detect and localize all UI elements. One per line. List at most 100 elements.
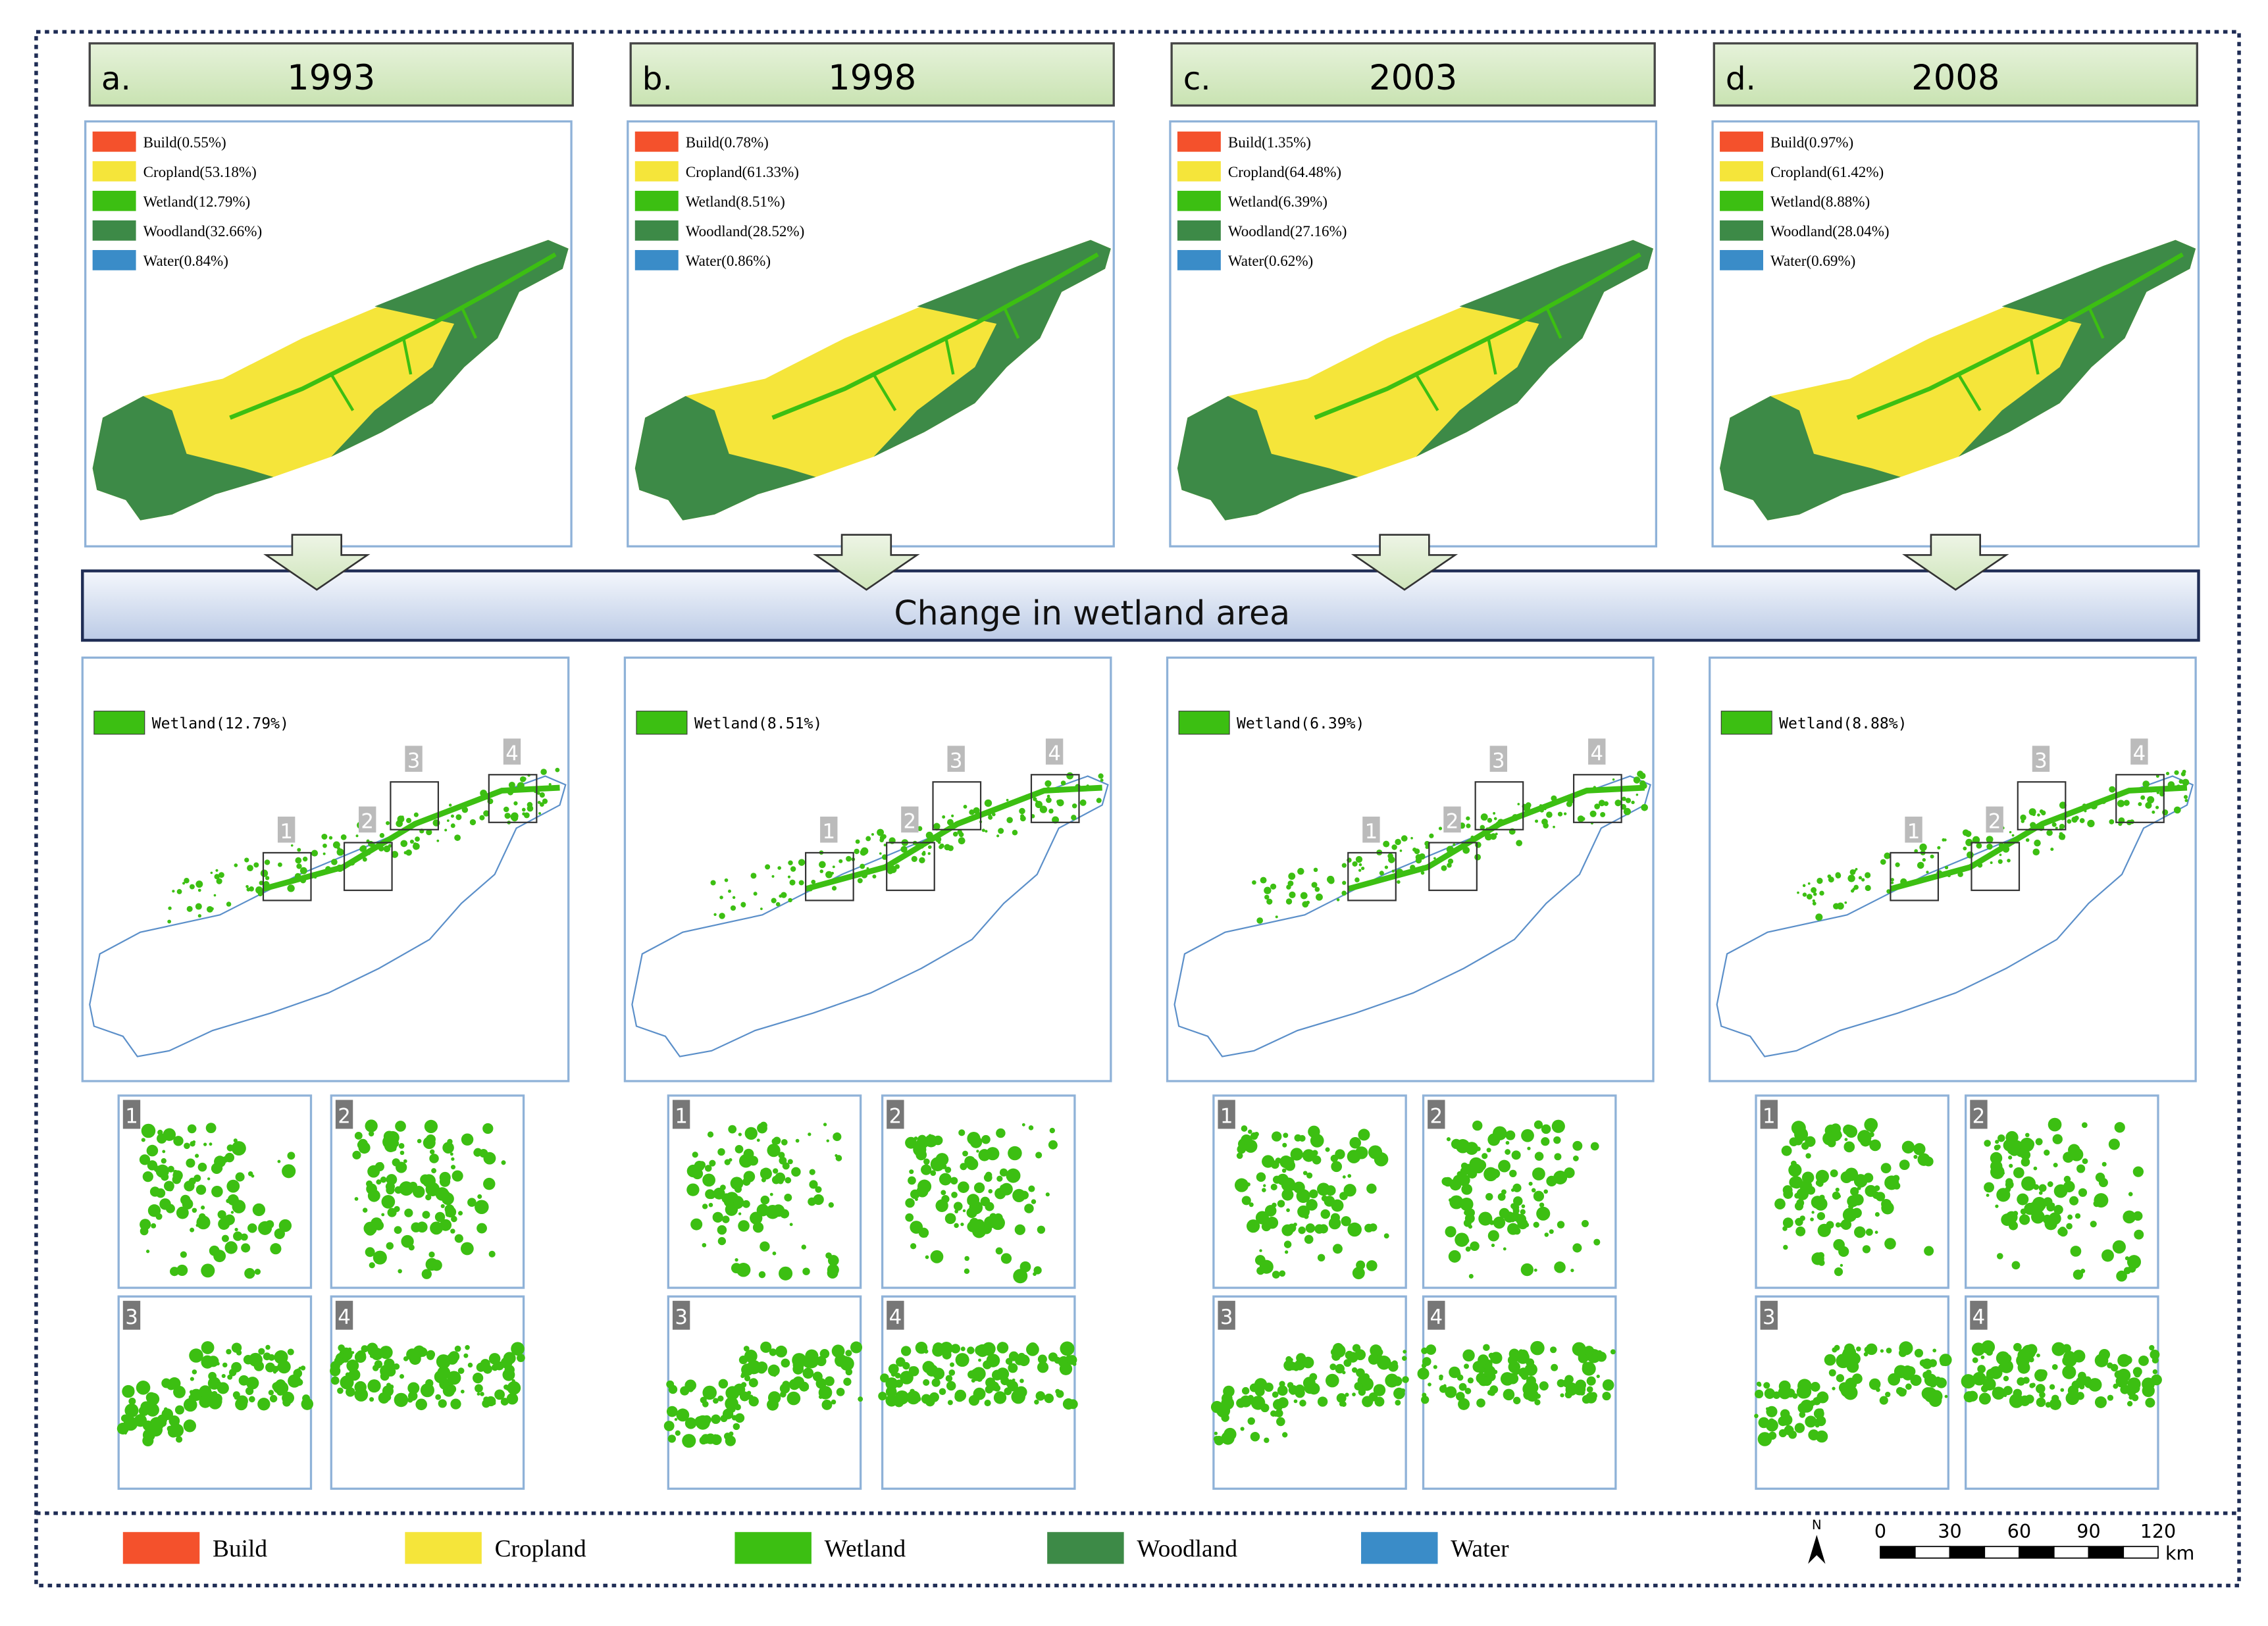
wetland-patch	[221, 1373, 226, 1379]
wetland-patch	[363, 1221, 377, 1235]
year-header	[88, 42, 574, 107]
wetland-patch	[1819, 1194, 1825, 1200]
wetland-patch	[394, 1392, 409, 1408]
wetland-patch	[511, 1342, 525, 1356]
wetland-patch	[978, 1358, 981, 1362]
wetland-patch	[1788, 1163, 1802, 1177]
wetland-patch	[1922, 858, 1926, 862]
wetland-patch	[1362, 1396, 1374, 1408]
wetland-patch	[2024, 1202, 2036, 1215]
wetland-patch	[2036, 1353, 2040, 1358]
scale-label: 120	[2140, 1520, 2177, 1542]
wetland-patch	[1472, 1120, 1483, 1131]
wetland-patch	[1467, 1377, 1474, 1384]
wetland-patch	[1990, 1370, 1994, 1374]
wetland-patch	[2051, 1342, 2066, 1356]
wetland-patch	[958, 1129, 966, 1136]
wetland-patch	[380, 1176, 387, 1183]
wetland-patch	[1885, 1391, 1891, 1398]
wetland-patch	[1844, 901, 1847, 904]
wetland-patch	[172, 890, 175, 893]
wetland-patch	[1921, 1387, 1934, 1400]
wetland-patch	[1044, 780, 1052, 787]
wetland-patch	[1768, 1431, 1777, 1440]
wetland-branch	[872, 305, 1020, 411]
zoom-tag	[1218, 1300, 1235, 1330]
wetland-patch	[1033, 1272, 1037, 1277]
wetland-patch	[1505, 1149, 1511, 1155]
wetland-patch	[1006, 1168, 1021, 1183]
wetland-river	[804, 784, 1102, 892]
wetland-patch	[429, 1154, 439, 1163]
wetland-patch	[221, 1234, 229, 1242]
wetland-patch	[808, 1197, 816, 1206]
wetland-patch	[1352, 861, 1358, 867]
zoom-tag	[1986, 806, 2003, 833]
legend-swatch	[634, 220, 679, 241]
wetland-patch	[823, 1123, 827, 1127]
wetland-patch	[2056, 1123, 2060, 1127]
wetland-patch	[503, 1352, 516, 1365]
wetland-swatch	[93, 711, 145, 735]
wetland-patch	[2093, 1200, 2100, 1207]
wetland-patch	[1836, 1374, 1845, 1383]
wetland-patch	[384, 1358, 395, 1369]
wetland-patch	[353, 1152, 359, 1159]
down-arrow	[813, 534, 920, 591]
wetland-patch	[1341, 863, 1347, 868]
wetland-patch	[1499, 1207, 1510, 1219]
wetland-patch	[769, 1348, 777, 1356]
wetland-patch	[2075, 1213, 2081, 1219]
wetland-patch	[477, 1392, 480, 1396]
wetland-patch	[1807, 882, 1811, 885]
zoom-number: 4	[338, 1306, 351, 1329]
wetland-patch	[1828, 1369, 1836, 1377]
wetland-patch	[1766, 1406, 1778, 1417]
wetland-patch	[1895, 862, 1900, 867]
wetland-patch	[2051, 1364, 2058, 1370]
wetland-patch	[1832, 1191, 1841, 1200]
wetland-patch	[1539, 1202, 1545, 1207]
wetland-patch	[2049, 1384, 2055, 1390]
wetland-patch	[276, 1388, 284, 1396]
wetland-patch	[1939, 1354, 1952, 1367]
wetland-patch	[752, 1222, 764, 1233]
wetland-patch	[969, 1136, 983, 1148]
panel-letter: c.	[1183, 61, 1211, 97]
wetland-patch	[1463, 1237, 1470, 1244]
wetland-patch	[1366, 1260, 1378, 1271]
wetland-patch	[302, 1394, 310, 1402]
wetland-patch	[1476, 1398, 1485, 1408]
wetland-patch	[1836, 1354, 1851, 1369]
wetland-patch	[942, 1350, 952, 1359]
wetland-patch	[1802, 884, 1806, 888]
wetland-patch	[915, 1341, 928, 1354]
wetland-patch	[2107, 1362, 2113, 1369]
wetland-patch	[269, 1394, 278, 1403]
wetland-patch	[475, 1200, 489, 1215]
wetland-patch	[513, 801, 518, 805]
legend-label: Woodland	[1137, 1536, 1237, 1563]
wetland-patch	[413, 1185, 425, 1198]
wetland-patch	[1478, 1375, 1489, 1386]
wetland-patch	[482, 1123, 494, 1134]
panel-year: 2003	[1369, 58, 1457, 98]
wetland-patch	[1100, 778, 1104, 782]
wetland-patch	[1279, 1381, 1285, 1387]
wetland-patch	[999, 1168, 1008, 1177]
wetland-patch	[1835, 872, 1841, 878]
wetland-patch	[1000, 1253, 1012, 1264]
wetland-patch	[1566, 801, 1572, 807]
wetland-patch	[245, 884, 249, 888]
wetland-patch	[1551, 1363, 1559, 1371]
wetland-patch	[1486, 1371, 1496, 1382]
wetland-patch	[960, 1222, 964, 1227]
legend-swatch	[92, 190, 136, 211]
woodland-area	[92, 395, 274, 521]
wetland-patch	[182, 882, 186, 885]
wetland-patch	[690, 1218, 703, 1231]
wetland-patch	[1044, 1393, 1054, 1404]
legend-swatch	[1177, 161, 1221, 182]
wetland-patch	[246, 1377, 259, 1390]
wetland-patch	[209, 1142, 213, 1146]
